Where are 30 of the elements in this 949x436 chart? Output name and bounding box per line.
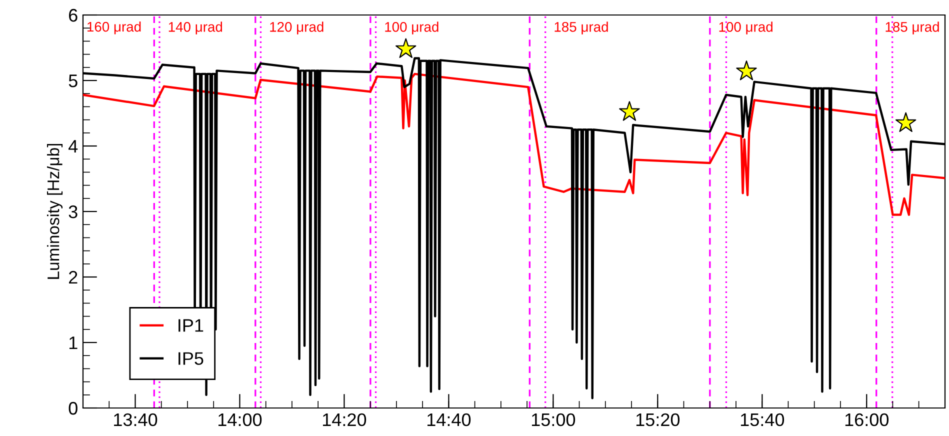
y-tick-label: 1	[69, 336, 78, 350]
x-tick-label: 16:00	[845, 413, 889, 426]
x-tick-label: 13:40	[114, 413, 158, 426]
legend-label: IP1	[178, 319, 204, 332]
point	[619, 101, 640, 121]
line-series	[83, 72, 945, 216]
point	[396, 38, 416, 58]
annotation: 185 μrad	[886, 22, 939, 34]
annotation: 140 μrad	[168, 22, 222, 34]
legend-label: IP5	[178, 352, 204, 365]
y-tick-label: 4	[68, 140, 78, 153]
annotation: 160 μrad	[88, 21, 141, 34]
y-tick-label: 0	[68, 402, 78, 415]
annotation: 120 μrad	[270, 22, 324, 34]
point	[736, 60, 757, 80]
x-tick-label: 14:40	[427, 413, 471, 426]
annotation: 100 μrad	[719, 22, 772, 34]
x-tick-label: 14:20	[322, 413, 366, 426]
y-tick-label: 3	[68, 205, 78, 218]
y-tick-label: 6	[69, 8, 78, 22]
annotation: 185 μrad	[554, 22, 608, 34]
x-tick-label: 15:00	[532, 413, 576, 426]
x-tick-label: 15:40	[740, 413, 784, 426]
x-tick-label: 14:00	[218, 413, 262, 426]
y-axis-title: Luminosity [Hz/μb]	[47, 144, 63, 279]
x-tick-label: 15:20	[636, 413, 680, 426]
annotation: 100 μrad	[385, 22, 438, 34]
y-tick-label: 5	[68, 74, 78, 88]
y-tick-label: 2	[69, 270, 78, 284]
point	[895, 112, 916, 132]
